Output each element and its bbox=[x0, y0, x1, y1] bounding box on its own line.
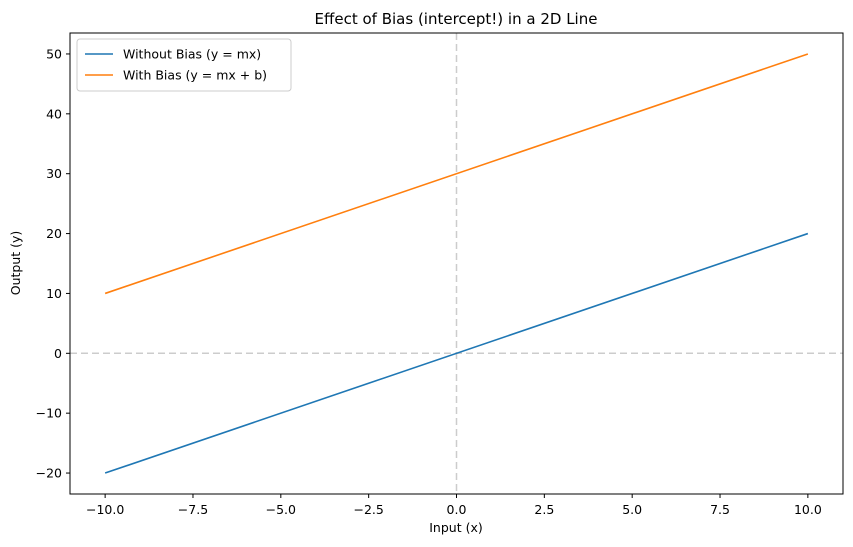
legend-label: With Bias (y = mx + b) bbox=[123, 68, 267, 83]
y-axis-ticks: −20 −10 0 10 20 30 40 50 bbox=[36, 46, 70, 481]
x-tick-label: 2.5 bbox=[534, 502, 554, 517]
y-tick-label: −10 bbox=[36, 406, 62, 421]
x-tick-label: 7.5 bbox=[710, 502, 730, 517]
x-tick-label: 5.0 bbox=[622, 502, 642, 517]
legend-label: Without Bias (y = mx) bbox=[123, 47, 261, 62]
x-tick-label: −10.0 bbox=[86, 502, 124, 517]
x-axis-ticks: −10.0 −7.5 −5.0 −2.5 0.0 2.5 5.0 7.5 10.0 bbox=[86, 494, 822, 517]
y-tick-label: −20 bbox=[36, 466, 62, 481]
y-tick-label: 50 bbox=[46, 46, 62, 61]
x-tick-label: 10.0 bbox=[794, 502, 822, 517]
x-tick-label: −5.0 bbox=[266, 502, 296, 517]
y-tick-label: 0 bbox=[54, 346, 62, 361]
legend-box bbox=[76, 38, 292, 92]
y-tick-label: 20 bbox=[46, 226, 62, 241]
y-tick-label: 40 bbox=[46, 106, 62, 121]
chart-title: Effect of Bias (intercept!) in a 2D Line bbox=[315, 10, 598, 28]
x-axis-title: Input (x) bbox=[429, 520, 483, 535]
x-tick-label: −7.5 bbox=[178, 502, 208, 517]
legend: Without Bias (y = mx) With Bias (y = mx +… bbox=[76, 38, 292, 92]
series-line-2 bbox=[104, 53, 809, 295]
x-tick-label: −2.5 bbox=[353, 502, 383, 517]
series-line-1 bbox=[104, 232, 809, 474]
y-axis-title: Output (y) bbox=[8, 231, 23, 296]
y-tick-label: 10 bbox=[46, 286, 62, 301]
x-tick-label: 0.0 bbox=[447, 502, 467, 517]
series-lines bbox=[104, 53, 809, 474]
y-tick-label: 30 bbox=[46, 166, 62, 181]
